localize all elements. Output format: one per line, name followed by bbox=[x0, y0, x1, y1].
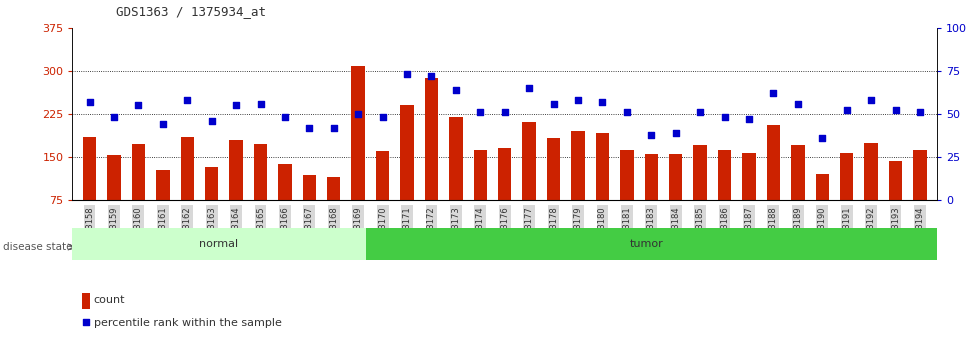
Point bbox=[570, 97, 585, 103]
Point bbox=[106, 115, 122, 120]
Bar bbox=[156, 170, 169, 200]
Point bbox=[864, 97, 879, 103]
Point bbox=[717, 115, 732, 120]
Point bbox=[497, 109, 512, 115]
Point bbox=[351, 111, 366, 117]
Point bbox=[522, 85, 537, 91]
Bar bbox=[365, 228, 937, 260]
Text: normal: normal bbox=[199, 239, 239, 249]
Bar bbox=[620, 149, 634, 200]
Bar bbox=[889, 161, 902, 200]
Text: percentile rank within the sample: percentile rank within the sample bbox=[94, 318, 281, 327]
Point bbox=[375, 115, 390, 120]
Point bbox=[82, 99, 98, 105]
Bar bbox=[547, 138, 560, 200]
Point bbox=[301, 125, 317, 130]
Bar bbox=[229, 140, 242, 200]
Bar bbox=[205, 167, 218, 200]
Point bbox=[741, 116, 756, 122]
Bar bbox=[425, 78, 439, 200]
Bar bbox=[913, 149, 926, 200]
Point bbox=[424, 73, 440, 79]
Bar bbox=[107, 155, 121, 200]
Bar bbox=[181, 137, 194, 200]
Text: GDS1363 / 1375934_at: GDS1363 / 1375934_at bbox=[116, 5, 266, 18]
Point bbox=[912, 109, 927, 115]
Point bbox=[814, 135, 830, 141]
Bar bbox=[376, 151, 389, 200]
Bar bbox=[523, 122, 536, 200]
Bar bbox=[694, 146, 707, 200]
Bar bbox=[669, 154, 682, 200]
Point bbox=[790, 101, 806, 106]
Point bbox=[619, 109, 635, 115]
Bar bbox=[742, 153, 755, 200]
Bar bbox=[498, 148, 511, 200]
Bar bbox=[449, 117, 463, 200]
Text: count: count bbox=[94, 295, 126, 305]
Point bbox=[448, 87, 464, 92]
Point bbox=[130, 102, 146, 108]
Point bbox=[399, 71, 414, 77]
Point bbox=[204, 118, 219, 124]
Point bbox=[327, 125, 342, 130]
Point bbox=[766, 90, 781, 96]
Bar bbox=[131, 144, 145, 200]
Point bbox=[668, 130, 683, 136]
Bar bbox=[302, 175, 316, 200]
Point bbox=[228, 102, 243, 108]
Bar bbox=[82, 293, 90, 308]
Bar bbox=[791, 146, 805, 200]
Bar bbox=[400, 105, 413, 200]
Point bbox=[156, 121, 171, 127]
Bar bbox=[352, 66, 365, 200]
Point bbox=[693, 109, 708, 115]
Point bbox=[888, 108, 903, 113]
Text: tumor: tumor bbox=[630, 239, 664, 249]
Text: disease state: disease state bbox=[3, 242, 72, 252]
Bar bbox=[473, 149, 487, 200]
Bar bbox=[83, 137, 97, 200]
Bar bbox=[865, 142, 878, 200]
Bar bbox=[718, 150, 731, 200]
Bar bbox=[72, 228, 365, 260]
Point bbox=[595, 99, 611, 105]
Bar bbox=[767, 125, 781, 200]
Bar bbox=[327, 177, 340, 200]
Point bbox=[277, 115, 293, 120]
Point bbox=[472, 109, 488, 115]
Point bbox=[113, 248, 128, 254]
Bar bbox=[815, 174, 829, 200]
Bar bbox=[278, 165, 292, 200]
Bar bbox=[254, 144, 268, 200]
Point bbox=[546, 101, 561, 106]
Point bbox=[180, 97, 195, 103]
Bar bbox=[571, 131, 584, 200]
Bar bbox=[644, 154, 658, 200]
Point bbox=[253, 101, 269, 106]
Point bbox=[838, 108, 854, 113]
Bar bbox=[596, 133, 610, 200]
Point bbox=[643, 132, 659, 137]
Bar bbox=[840, 153, 853, 200]
